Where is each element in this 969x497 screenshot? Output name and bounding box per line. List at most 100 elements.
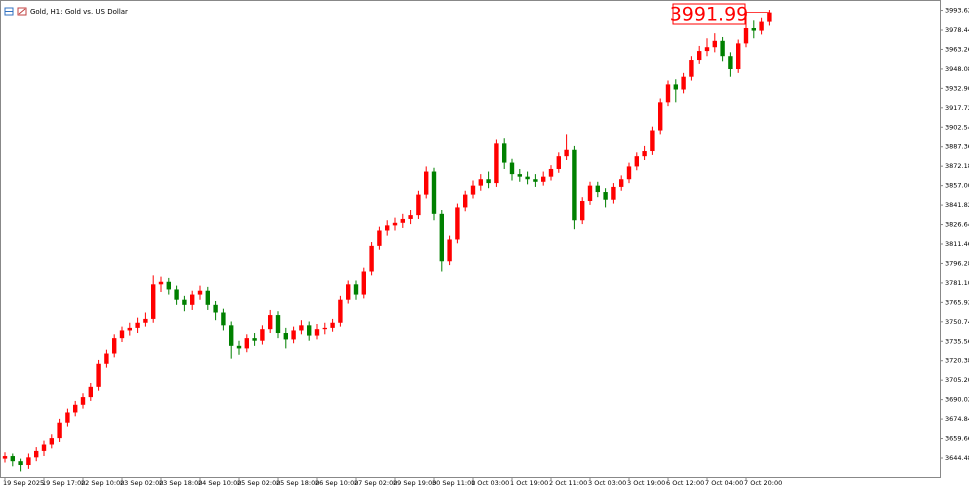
y-tick-label: 3765.92 <box>945 298 969 306</box>
x-tick-label: 19 Sep 2025 <box>3 479 44 487</box>
candle-body <box>221 312 226 326</box>
y-tick-label: 3841.82 <box>945 201 969 209</box>
candle-body <box>190 294 195 305</box>
candle-body <box>478 179 483 186</box>
candle-body <box>143 318 148 323</box>
icon <box>18 8 26 15</box>
candle-body <box>353 284 359 295</box>
candle-body <box>673 84 678 90</box>
candle-body <box>416 194 421 216</box>
candle-body <box>439 213 444 262</box>
y-tick-label: 3872.18 <box>945 162 969 170</box>
candle-body <box>65 412 70 423</box>
x-tick-label: 2 Oct 11:00 <box>549 479 587 487</box>
candle-body <box>80 397 86 405</box>
candle-body <box>104 353 109 364</box>
candle-body <box>10 456 15 462</box>
candle-body <box>369 245 374 272</box>
x-tick-label: 25 Sep 02:00 <box>237 479 280 487</box>
y-tick-label: 3948.08 <box>945 65 969 73</box>
candle-body <box>626 166 632 180</box>
x-tick-label: 27 Sep 02:00 <box>354 479 397 487</box>
candle-body <box>517 174 522 177</box>
candle-body <box>447 239 452 262</box>
candle-body <box>611 186 616 200</box>
candle-body <box>291 330 296 340</box>
x-tick-label: 29 Sep 19:00 <box>393 479 436 487</box>
candle-body <box>658 102 663 131</box>
y-tick-label: 3826.64 <box>945 221 969 229</box>
candle-body <box>236 345 242 349</box>
candle-body <box>18 461 23 466</box>
candle-body <box>2 456 8 459</box>
last-price-label: 3991.99 <box>670 4 749 26</box>
candle-body <box>470 185 476 195</box>
candle-body <box>681 76 686 90</box>
candle-body <box>463 194 468 208</box>
candle-body <box>260 329 265 341</box>
y-tick-label: 3887.36 <box>945 143 969 151</box>
candle-body <box>408 215 413 219</box>
candle-body <box>704 47 710 52</box>
y-tick-label: 3963.26 <box>945 45 969 53</box>
candle-body <box>166 281 171 290</box>
x-tick-label: 30 Sep 11:00 <box>432 479 475 487</box>
y-tick-label: 3932.90 <box>945 84 969 92</box>
candle-body <box>299 325 304 331</box>
candle-body <box>385 225 390 231</box>
candle-body <box>697 51 702 61</box>
candle-body <box>73 404 78 413</box>
candle-body <box>283 333 288 340</box>
candle-body <box>556 156 561 169</box>
candle-body <box>49 438 54 445</box>
candle-body <box>268 315 273 330</box>
candle-body <box>494 143 499 184</box>
candle-body <box>619 179 624 187</box>
candle-body <box>34 450 39 458</box>
x-tick-label: 23 Sep 18:00 <box>159 479 202 487</box>
candle-body <box>361 271 366 295</box>
x-tick-label: 22 Sep 10:00 <box>81 479 124 487</box>
last-price-box <box>672 3 746 25</box>
candle-body <box>759 21 764 31</box>
candle-body <box>595 185 600 193</box>
y-tick-label: 3902.54 <box>945 123 969 131</box>
y-tick-label: 3857.00 <box>945 182 969 190</box>
x-tick-label: 3 Oct 19:00 <box>627 479 665 487</box>
candle-body <box>455 207 460 240</box>
candle-body <box>197 290 203 295</box>
candle-body <box>400 218 405 223</box>
y-tick-label: 3796.28 <box>945 259 969 267</box>
candle-body <box>689 60 694 77</box>
candle-body <box>174 289 179 300</box>
candle-body <box>650 130 655 152</box>
candle-body <box>509 162 515 175</box>
candle-body <box>525 176 530 180</box>
x-tick-label: 26 Sep 10:00 <box>315 479 358 487</box>
candle-body <box>229 325 234 346</box>
candle-body <box>314 329 320 336</box>
candle-body <box>213 304 218 313</box>
x-tick-label: 25 Sep 18:00 <box>276 479 319 487</box>
candle-body <box>205 290 210 305</box>
candle-body <box>665 84 671 103</box>
candle-body <box>580 201 585 221</box>
x-tick-label: 7 Oct 04:00 <box>705 479 743 487</box>
candle-body <box>736 43 741 70</box>
y-tick-label: 3917.72 <box>945 104 969 112</box>
x-tick-label: 3 Oct 03:00 <box>588 479 626 487</box>
candle-body <box>57 422 62 439</box>
candle-body <box>572 149 577 221</box>
y-tick-label: 3750.74 <box>945 318 969 326</box>
candle-body <box>119 330 125 339</box>
candle-body <box>541 176 546 182</box>
y-tick-label: 3811.46 <box>945 240 969 248</box>
y-tick-label: 3690.02 <box>945 396 969 404</box>
candle-body <box>88 386 93 398</box>
candle-body <box>322 327 327 330</box>
chart-title: Gold, H1: Gold vs. US Dollar <box>30 8 128 16</box>
candle-body <box>252 338 257 341</box>
candle-body <box>112 338 117 354</box>
candle-body <box>338 299 343 323</box>
